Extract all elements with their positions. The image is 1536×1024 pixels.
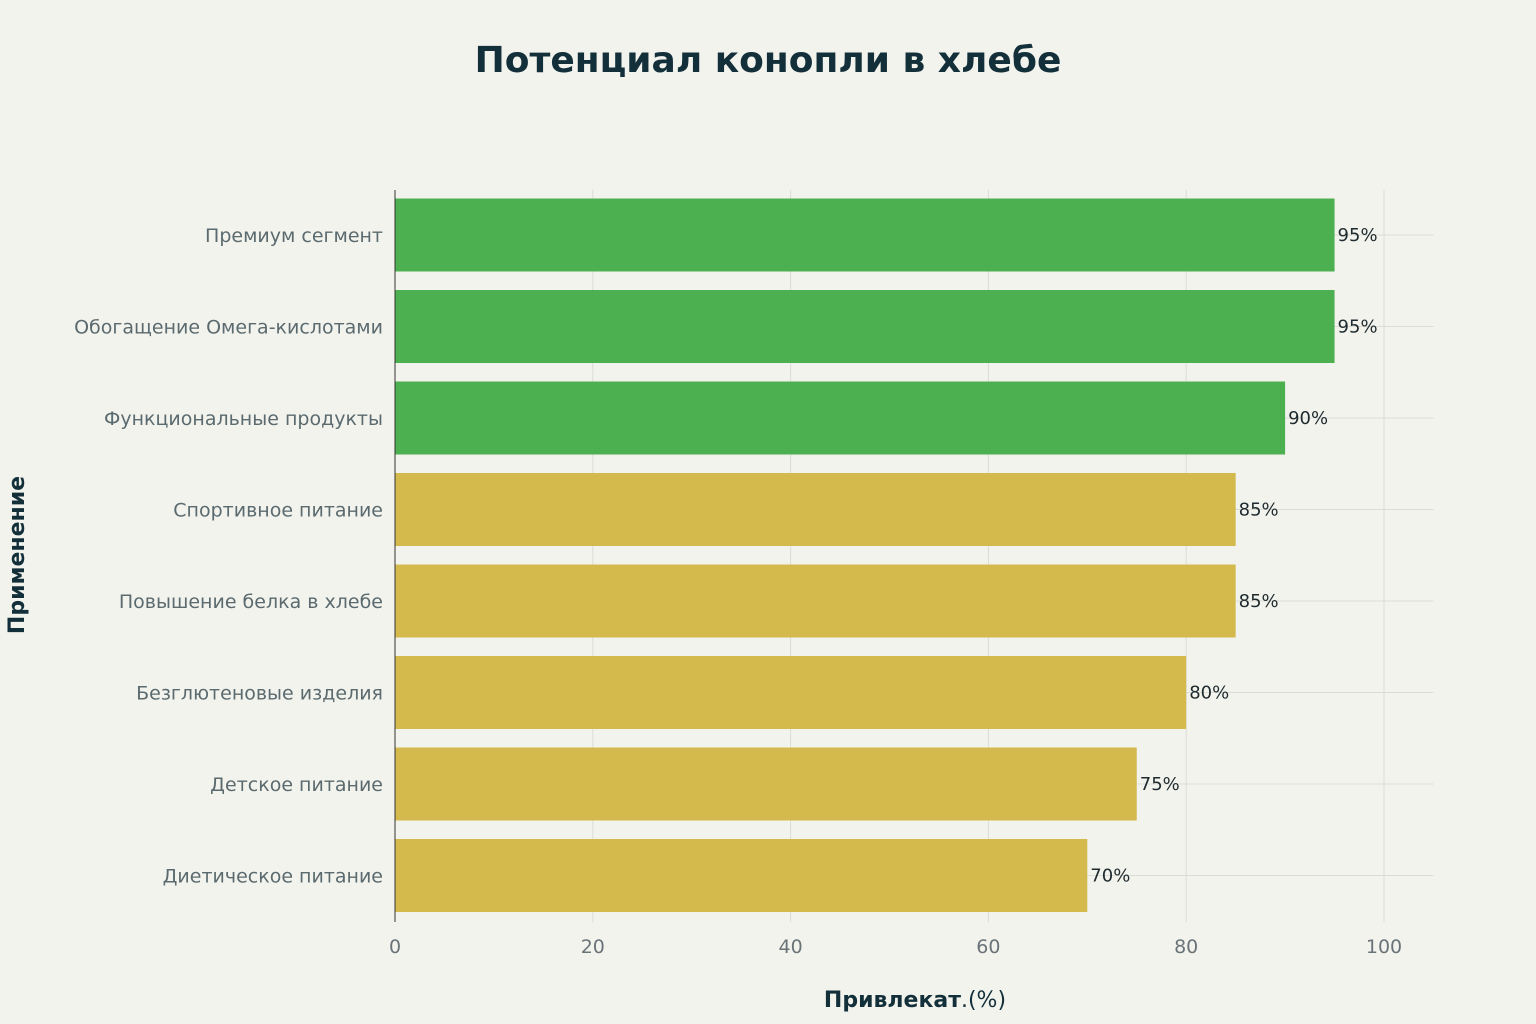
data-label: 90% <box>1288 408 1328 429</box>
data-label: 70% <box>1090 866 1130 887</box>
category-label: Функциональные продукты <box>104 408 383 430</box>
category-label: Спортивное питание <box>173 500 383 522</box>
x-tick-label: 60 <box>976 936 1000 958</box>
bar <box>395 656 1187 729</box>
category-label: Повышение белка в хлебе <box>119 591 383 613</box>
x-tick-label: 40 <box>779 936 803 958</box>
data-label: 75% <box>1140 774 1180 795</box>
x-tick-label: 80 <box>1174 936 1198 958</box>
bar <box>395 564 1236 638</box>
category-label: Детское питание <box>210 774 383 796</box>
x-axis-title: Привлекат.(%) <box>824 988 1006 1013</box>
category-label: Премиум сегмент <box>205 225 383 247</box>
category-label: Безглютеновые изделия <box>136 683 383 705</box>
x-tick-label: 20 <box>581 936 605 958</box>
bar <box>395 473 1236 546</box>
bar <box>395 290 1335 363</box>
x-tick-label: 0 <box>389 936 401 958</box>
chart-title: Потенциал конопли в хлебе <box>474 40 1062 81</box>
data-label: 95% <box>1338 225 1378 246</box>
bar <box>395 198 1335 272</box>
x-tick-label: 100 <box>1366 936 1402 958</box>
data-label: 95% <box>1338 317 1378 338</box>
data-label: 85% <box>1239 500 1279 521</box>
bar <box>395 839 1088 912</box>
bar <box>395 747 1137 821</box>
category-label: Диетическое питание <box>163 866 383 888</box>
category-label: Обогащение Омега-кислотами <box>74 317 383 339</box>
bar <box>395 381 1286 455</box>
data-label: 80% <box>1189 683 1229 704</box>
data-label: 85% <box>1239 591 1279 612</box>
y-axis-title: Применение <box>5 476 30 634</box>
